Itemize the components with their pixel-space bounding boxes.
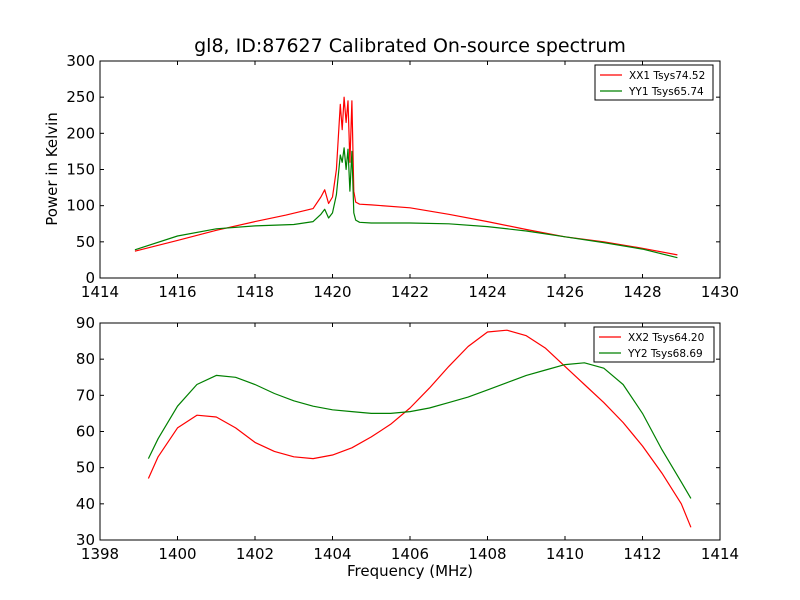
legend-label: YY1 Tsys65.74: [628, 86, 704, 98]
x-tick-label: 1408: [468, 545, 506, 563]
x-tick-label: 1398: [81, 545, 119, 563]
x-tick-label: 1404: [313, 545, 351, 563]
legend: XX1 Tsys74.52 YY1 Tsys65.74: [594, 64, 714, 101]
x-tick-label: 1402: [236, 545, 274, 563]
y-tick-label: 200: [66, 124, 95, 142]
x-tick-label: 1428: [623, 283, 661, 301]
x-tick-label: 1416: [158, 283, 196, 301]
x-tick-label: 1414: [701, 545, 739, 563]
legend-label: XX2 Tsys64.20: [628, 332, 704, 344]
y-tick-label: 150: [66, 161, 95, 179]
y-tick-label: 50: [76, 233, 95, 251]
y-tick-label: 50: [76, 459, 95, 477]
x-tick-label: 1418: [236, 283, 274, 301]
x-tick-label: 1430: [701, 283, 739, 301]
x-tick-label: 1414: [81, 283, 119, 301]
series-line-0-1: [134, 147, 678, 259]
series-line-1-1: [147, 362, 692, 499]
y-tick-label: 100: [66, 197, 95, 215]
x-tick-label: 1426: [546, 283, 584, 301]
y-tick-label: 300: [66, 52, 95, 70]
legend-box: [594, 64, 714, 101]
y-axis-title: Power in Kelvin: [43, 112, 61, 226]
y-tick-label: 60: [76, 423, 95, 441]
series-line-0-0: [134, 96, 678, 256]
x-tick-label: 1420: [313, 283, 351, 301]
x-tick-label: 1422: [391, 283, 429, 301]
y-tick-label: 70: [76, 386, 95, 404]
y-tick-label: 90: [76, 314, 95, 332]
x-tick-label: 1406: [391, 545, 429, 563]
x-axis-title: Frequency (MHz): [347, 562, 473, 580]
y-tick-label: 0: [85, 269, 95, 287]
figure-title: gl8, ID:87627 Calibrated On-source spect…: [194, 35, 626, 57]
legend: XX2 Tsys64.20 YY2 Tsys68.69: [593, 326, 715, 363]
series-line-1-0: [147, 329, 692, 528]
x-tick-label: 1412: [623, 545, 661, 563]
legend-label: XX1 Tsys74.52: [629, 70, 705, 82]
y-tick-label: 40: [76, 495, 95, 513]
y-tick-label: 30: [76, 531, 95, 549]
x-tick-label: 1400: [158, 545, 196, 563]
top-spectrum-panel: 1414 1416 1418 1420 1422 1424 1426 1428 1430 0 50 1…: [66, 52, 739, 301]
legend-label: YY2 Tsys68.69: [627, 348, 703, 360]
x-tick-label: 1424: [468, 283, 506, 301]
y-tick-label: 250: [66, 88, 95, 106]
bottom-spectrum-panel: 1398 1400 1402 1404 1406 1408 1410 1412 1414 30 40…: [76, 314, 739, 563]
x-tick-label: 1410: [546, 545, 584, 563]
y-tick-label: 80: [76, 350, 95, 368]
legend-box: [593, 326, 715, 363]
